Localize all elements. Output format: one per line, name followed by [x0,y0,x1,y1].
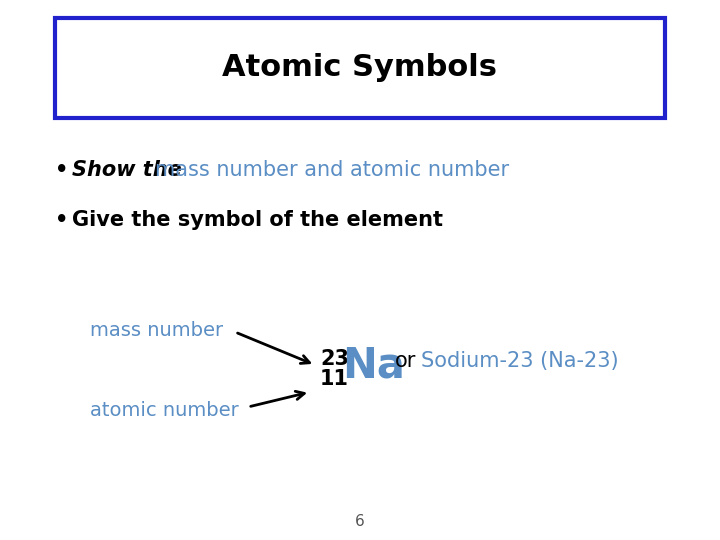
Text: Na: Na [342,344,405,386]
Text: Give the symbol of the element: Give the symbol of the element [72,210,443,230]
Text: mass number: mass number [90,321,223,340]
FancyBboxPatch shape [55,18,665,118]
Text: Atomic Symbols: Atomic Symbols [222,53,498,83]
Text: 23: 23 [320,349,349,369]
Text: mass number and atomic number: mass number and atomic number [155,160,509,180]
Text: 6: 6 [355,515,365,530]
Text: Sodium-23 (Na-23): Sodium-23 (Na-23) [421,351,618,371]
Text: Show the: Show the [72,160,189,180]
Text: 11: 11 [320,369,349,389]
Text: atomic number: atomic number [90,401,239,420]
Text: or: or [395,351,416,371]
Text: •: • [55,160,68,180]
Text: •: • [55,210,68,230]
